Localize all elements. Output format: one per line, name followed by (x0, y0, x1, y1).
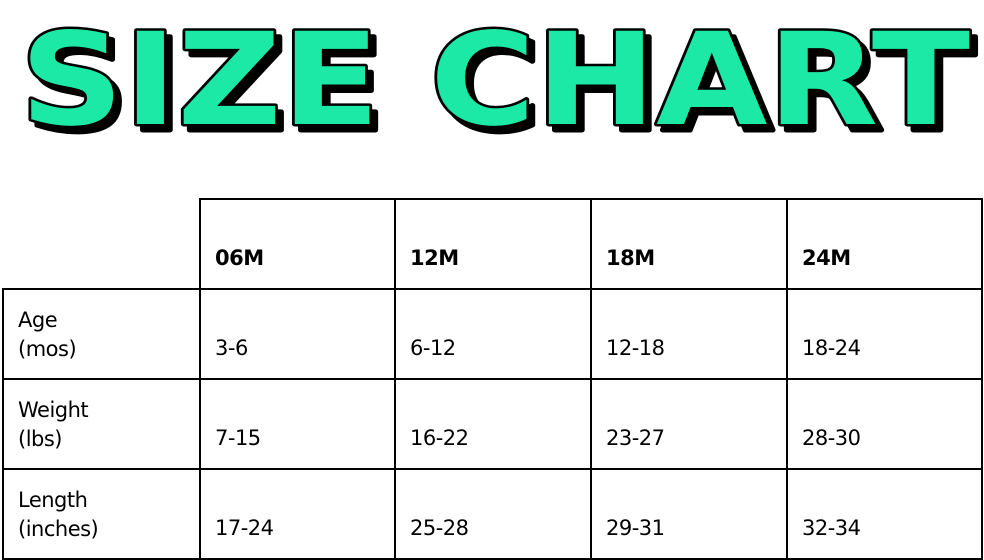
table-cell: 32-34 (786, 468, 983, 560)
table-cell: 28-30 (786, 378, 983, 470)
row-label: Weight (lbs) (2, 378, 201, 470)
row-label: Length (inches) (2, 468, 201, 560)
table-cell: 18-24 (786, 288, 983, 380)
column-header: 24M (786, 198, 983, 290)
table-cell: 6-12 (394, 288, 592, 380)
table-cell: 17-24 (199, 468, 396, 560)
table-cell: 3-6 (199, 288, 396, 380)
row-label-line2: (mos) (18, 337, 77, 361)
table-cell: 23-27 (590, 378, 788, 470)
table-cell: 16-22 (394, 378, 592, 470)
row-label-line2: (inches) (18, 517, 99, 541)
row-label-line1: Length (18, 488, 88, 512)
table-cell: 29-31 (590, 468, 788, 560)
table-cell: 7-15 (199, 378, 396, 470)
table-cell: 12-18 (590, 288, 788, 380)
column-header: 06M (199, 198, 396, 290)
size-chart-title: SIZE CHART (18, 4, 973, 151)
row-label-line1: Age (18, 308, 58, 332)
column-header: 12M (394, 198, 592, 290)
column-header: 18M (590, 198, 788, 290)
row-label: Age (mos) (2, 288, 201, 380)
table-cell: 25-28 (394, 468, 592, 560)
row-label-line1: Weight (18, 398, 89, 422)
row-label-line2: (lbs) (18, 427, 63, 451)
title-text: SIZE CHART (20, 6, 970, 150)
